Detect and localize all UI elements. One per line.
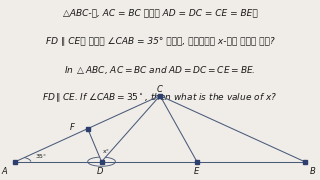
Text: In $\triangle ABC$, $AC = BC$ and $AD = DC = CE = BE$.: In $\triangle ABC$, $AC = BC$ and $AD = … [64,64,256,76]
Text: △ABC-এ, AC = BC এবং AD = DC = CE = BE।: △ABC-এ, AC = BC এবং AD = DC = CE = BE। [63,9,257,18]
Text: $FD \parallel CE$. If $\angle CAB = 35^\circ$, then what is the value of $x$?: $FD \parallel CE$. If $\angle CAB = 35^\… [43,92,277,104]
Text: $\mathit{A}$: $\mathit{A}$ [1,165,8,176]
Text: $\mathit{E}$: $\mathit{E}$ [193,165,201,176]
Text: $\mathit{C}$: $\mathit{C}$ [156,83,164,94]
Text: $\mathit{B}$: $\mathit{B}$ [309,165,316,176]
Text: FD ∥ CE। যদি ∠CAB = 35° হয়, তাহলে x-এর মান কত?: FD ∥ CE। যদি ∠CAB = 35° হয়, তাহলে x-এর … [46,36,274,45]
Text: $\mathit{D}$: $\mathit{D}$ [96,165,104,176]
Text: 35°: 35° [36,154,46,159]
Text: x°: x° [103,149,110,154]
Text: $\mathit{F}$: $\mathit{F}$ [69,121,76,132]
